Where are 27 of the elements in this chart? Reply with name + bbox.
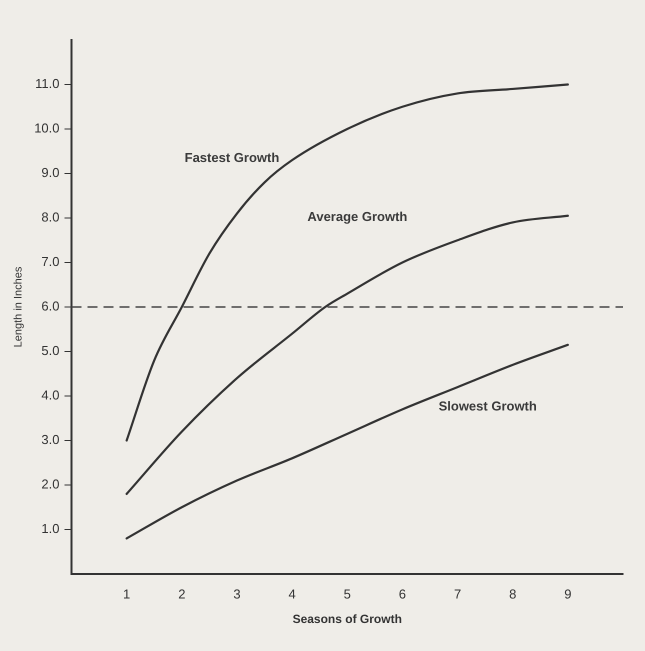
series-label: Slowest Growth xyxy=(438,398,537,414)
y-tick-label: 2.0 xyxy=(41,476,60,492)
y-tick-label: 5.0 xyxy=(41,343,60,358)
y-tick-label: 3.0 xyxy=(41,432,60,448)
y-axis-title: Length in Inches xyxy=(12,266,25,348)
x-tick-label: 8 xyxy=(509,586,516,602)
x-tick-label: 2 xyxy=(178,586,186,602)
text: Average Growth xyxy=(307,209,408,224)
x-axis-title: Seasons of Growth xyxy=(292,612,402,626)
x-tick-label: 9 xyxy=(564,586,572,602)
x-tick-label: 6 xyxy=(398,586,406,602)
y-tick-label: 9.0 xyxy=(41,165,60,180)
y-tick-label: 7.0 xyxy=(41,254,60,270)
x-tick-label: 5 xyxy=(344,586,351,602)
series-label: Fastest Growth xyxy=(184,150,280,166)
x-tick-label: 3 xyxy=(233,586,241,602)
x-tick-label: 4 xyxy=(288,586,296,602)
y-tick-label: 1.0 xyxy=(41,521,60,536)
y-tick-label: 10.0 xyxy=(34,120,60,136)
line-series xyxy=(126,83,569,442)
line-series xyxy=(126,344,569,540)
x-tick-label: 7 xyxy=(454,586,462,602)
y-tick-label: 4.0 xyxy=(41,388,60,403)
x-tick-label: 1 xyxy=(123,586,130,602)
y-tick-label: 11.0 xyxy=(35,76,60,92)
y-tick-label: 8.0 xyxy=(41,210,60,225)
y-tick-label: 6.0 xyxy=(41,298,60,314)
